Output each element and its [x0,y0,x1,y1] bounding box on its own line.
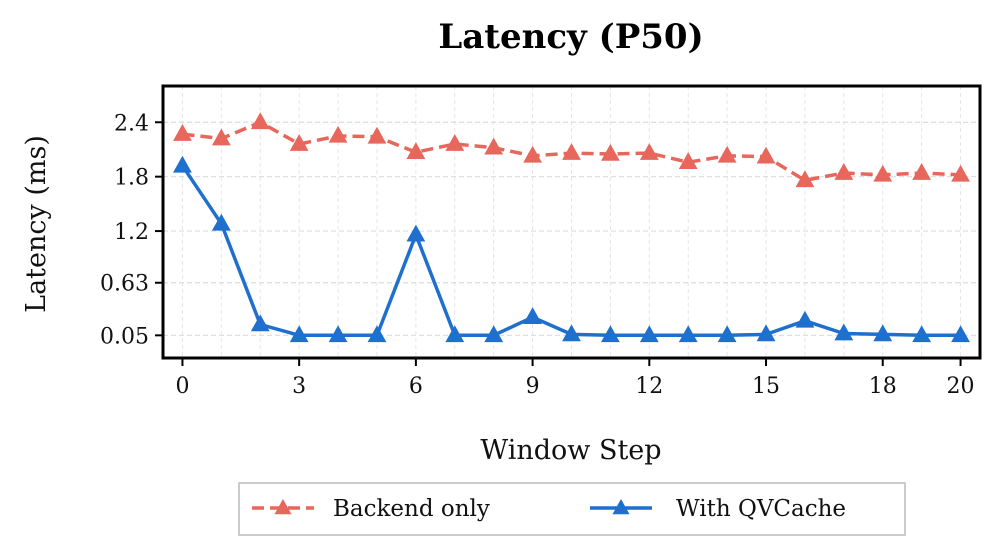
y-tick-label: 2.4 [114,111,149,136]
data-point [211,213,231,231]
data-point [445,134,465,151]
data-point [562,324,581,342]
data-point [484,137,504,155]
data-point [639,143,659,160]
data-point [328,325,348,343]
legend-box [238,482,906,536]
legend-label: Backend only [333,496,490,522]
data-point [523,145,542,163]
data-point [523,307,542,324]
data-point [717,325,737,343]
data-point [601,143,620,161]
data-point [211,128,231,146]
data-point [873,324,893,342]
y-axis-ticks: 0.05 0.63 1.2 1.8 2.4 [100,111,163,349]
data-point [834,163,854,180]
x-tick-label: 9 [526,374,540,399]
data-point [873,164,893,182]
x-tick-label: 3 [292,374,306,399]
x-tick-label: 6 [409,374,423,399]
x-tick-label: 0 [175,374,189,399]
data-point [795,310,815,328]
data-point [562,143,581,160]
data-point [406,142,426,159]
data-point [678,325,698,343]
data-point [601,325,620,343]
chart-title: Latency (P50) [438,17,703,57]
data-point [484,325,504,343]
data-point [406,224,426,242]
data-point [951,164,970,182]
y-tick-label: 1.2 [114,220,149,245]
legend-marker [612,499,630,515]
x-tick-label: 15 [752,374,780,399]
data-point [639,325,659,343]
data-point [367,325,387,343]
grid-lines [163,86,980,358]
y-tick-label: 1.8 [114,166,149,191]
x-axis-ticks: 0 3 6 9 12 15 18 20 [175,358,975,399]
data-point [173,155,192,173]
data-point [367,126,387,144]
x-tick-label: 12 [635,374,663,399]
data-point [678,152,698,169]
legend-marker [274,499,292,515]
legend-label: With QVCache [676,496,846,522]
y-tick-label: 0.05 [100,324,149,349]
series-group [173,112,970,343]
series-2 [173,155,970,343]
data-point [289,134,309,151]
data-point [173,124,192,141]
x-tick-label: 20 [947,374,975,399]
data-point [250,314,270,332]
data-point [445,325,465,343]
series-1 [173,112,970,188]
data-point [795,170,815,188]
data-point [834,323,854,341]
data-point [756,146,776,164]
data-point [717,145,737,163]
x-axis-label: Window Step [480,435,661,466]
data-point [951,325,970,343]
data-point [250,112,270,130]
data-point [912,163,932,180]
data-point [912,325,932,343]
y-tick-label: 0.63 [100,272,149,297]
data-point [328,125,348,143]
x-tick-label: 18 [869,374,897,399]
data-point [756,324,776,342]
plot-frame [161,84,982,360]
legend: Backend only With QVCache [238,482,906,536]
data-point [289,325,309,343]
y-axis-label: Latency (ms) [21,135,52,313]
